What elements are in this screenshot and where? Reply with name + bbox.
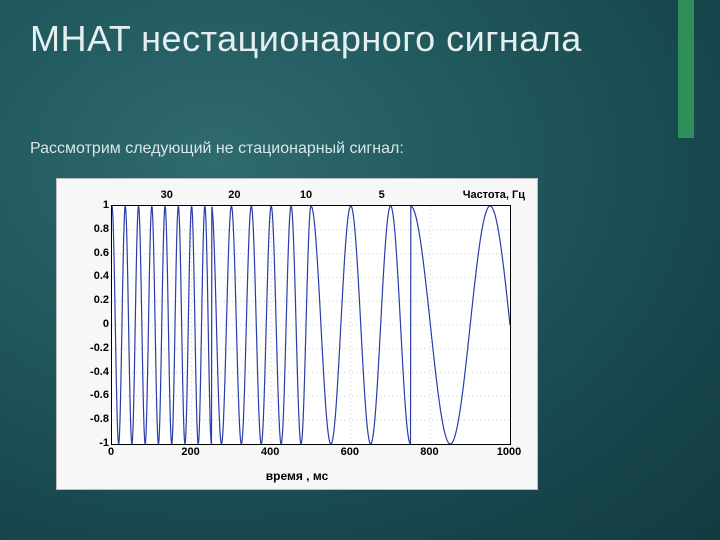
- y-tick-label: -0.2: [69, 342, 109, 354]
- x-tick-label: 400: [261, 446, 279, 458]
- slide-title: MHAT нестационарного сигнала: [30, 18, 660, 59]
- signal-chart: Частота, Гц время , мс -1 -0.8 -0.6 -0.4 -0.…: [56, 178, 538, 490]
- x-tick-label: 0: [108, 446, 114, 458]
- y-tick-label: -0.8: [69, 413, 109, 425]
- freq-segment-label: 10: [300, 189, 312, 201]
- accent-bar: [678, 0, 694, 138]
- y-tick-label: -0.6: [69, 389, 109, 401]
- y-tick-label: 0.6: [69, 247, 109, 259]
- y-tick-label: 0.4: [69, 270, 109, 282]
- freq-header-label: Частота, Гц: [463, 189, 525, 201]
- chart-inner: Частота, Гц время , мс -1 -0.8 -0.6 -0.4 -0.…: [57, 179, 537, 489]
- y-tick-label: 0.2: [69, 294, 109, 306]
- x-tick-label: 800: [420, 446, 438, 458]
- slide: MHAT нестационарного сигнала Рассмотрим …: [0, 0, 720, 540]
- plot-area: [111, 205, 511, 445]
- freq-segment-label: 20: [228, 189, 240, 201]
- x-tick-label: 1000: [497, 446, 521, 458]
- y-tick-label: 0: [69, 318, 109, 330]
- x-tick-label: 200: [181, 446, 199, 458]
- y-tick-label: 1: [69, 199, 109, 211]
- y-tick-label: -1: [69, 437, 109, 449]
- freq-segment-label: 30: [161, 189, 173, 201]
- y-tick-label: -0.4: [69, 366, 109, 378]
- x-tick-label: 600: [341, 446, 359, 458]
- y-tick-label: 0.8: [69, 223, 109, 235]
- freq-segment-label: 5: [379, 189, 385, 201]
- waveform: [112, 206, 510, 444]
- slide-subtitle: Рассмотрим следующий не стационарный сиг…: [30, 140, 404, 158]
- x-axis-label: время , мс: [57, 469, 537, 483]
